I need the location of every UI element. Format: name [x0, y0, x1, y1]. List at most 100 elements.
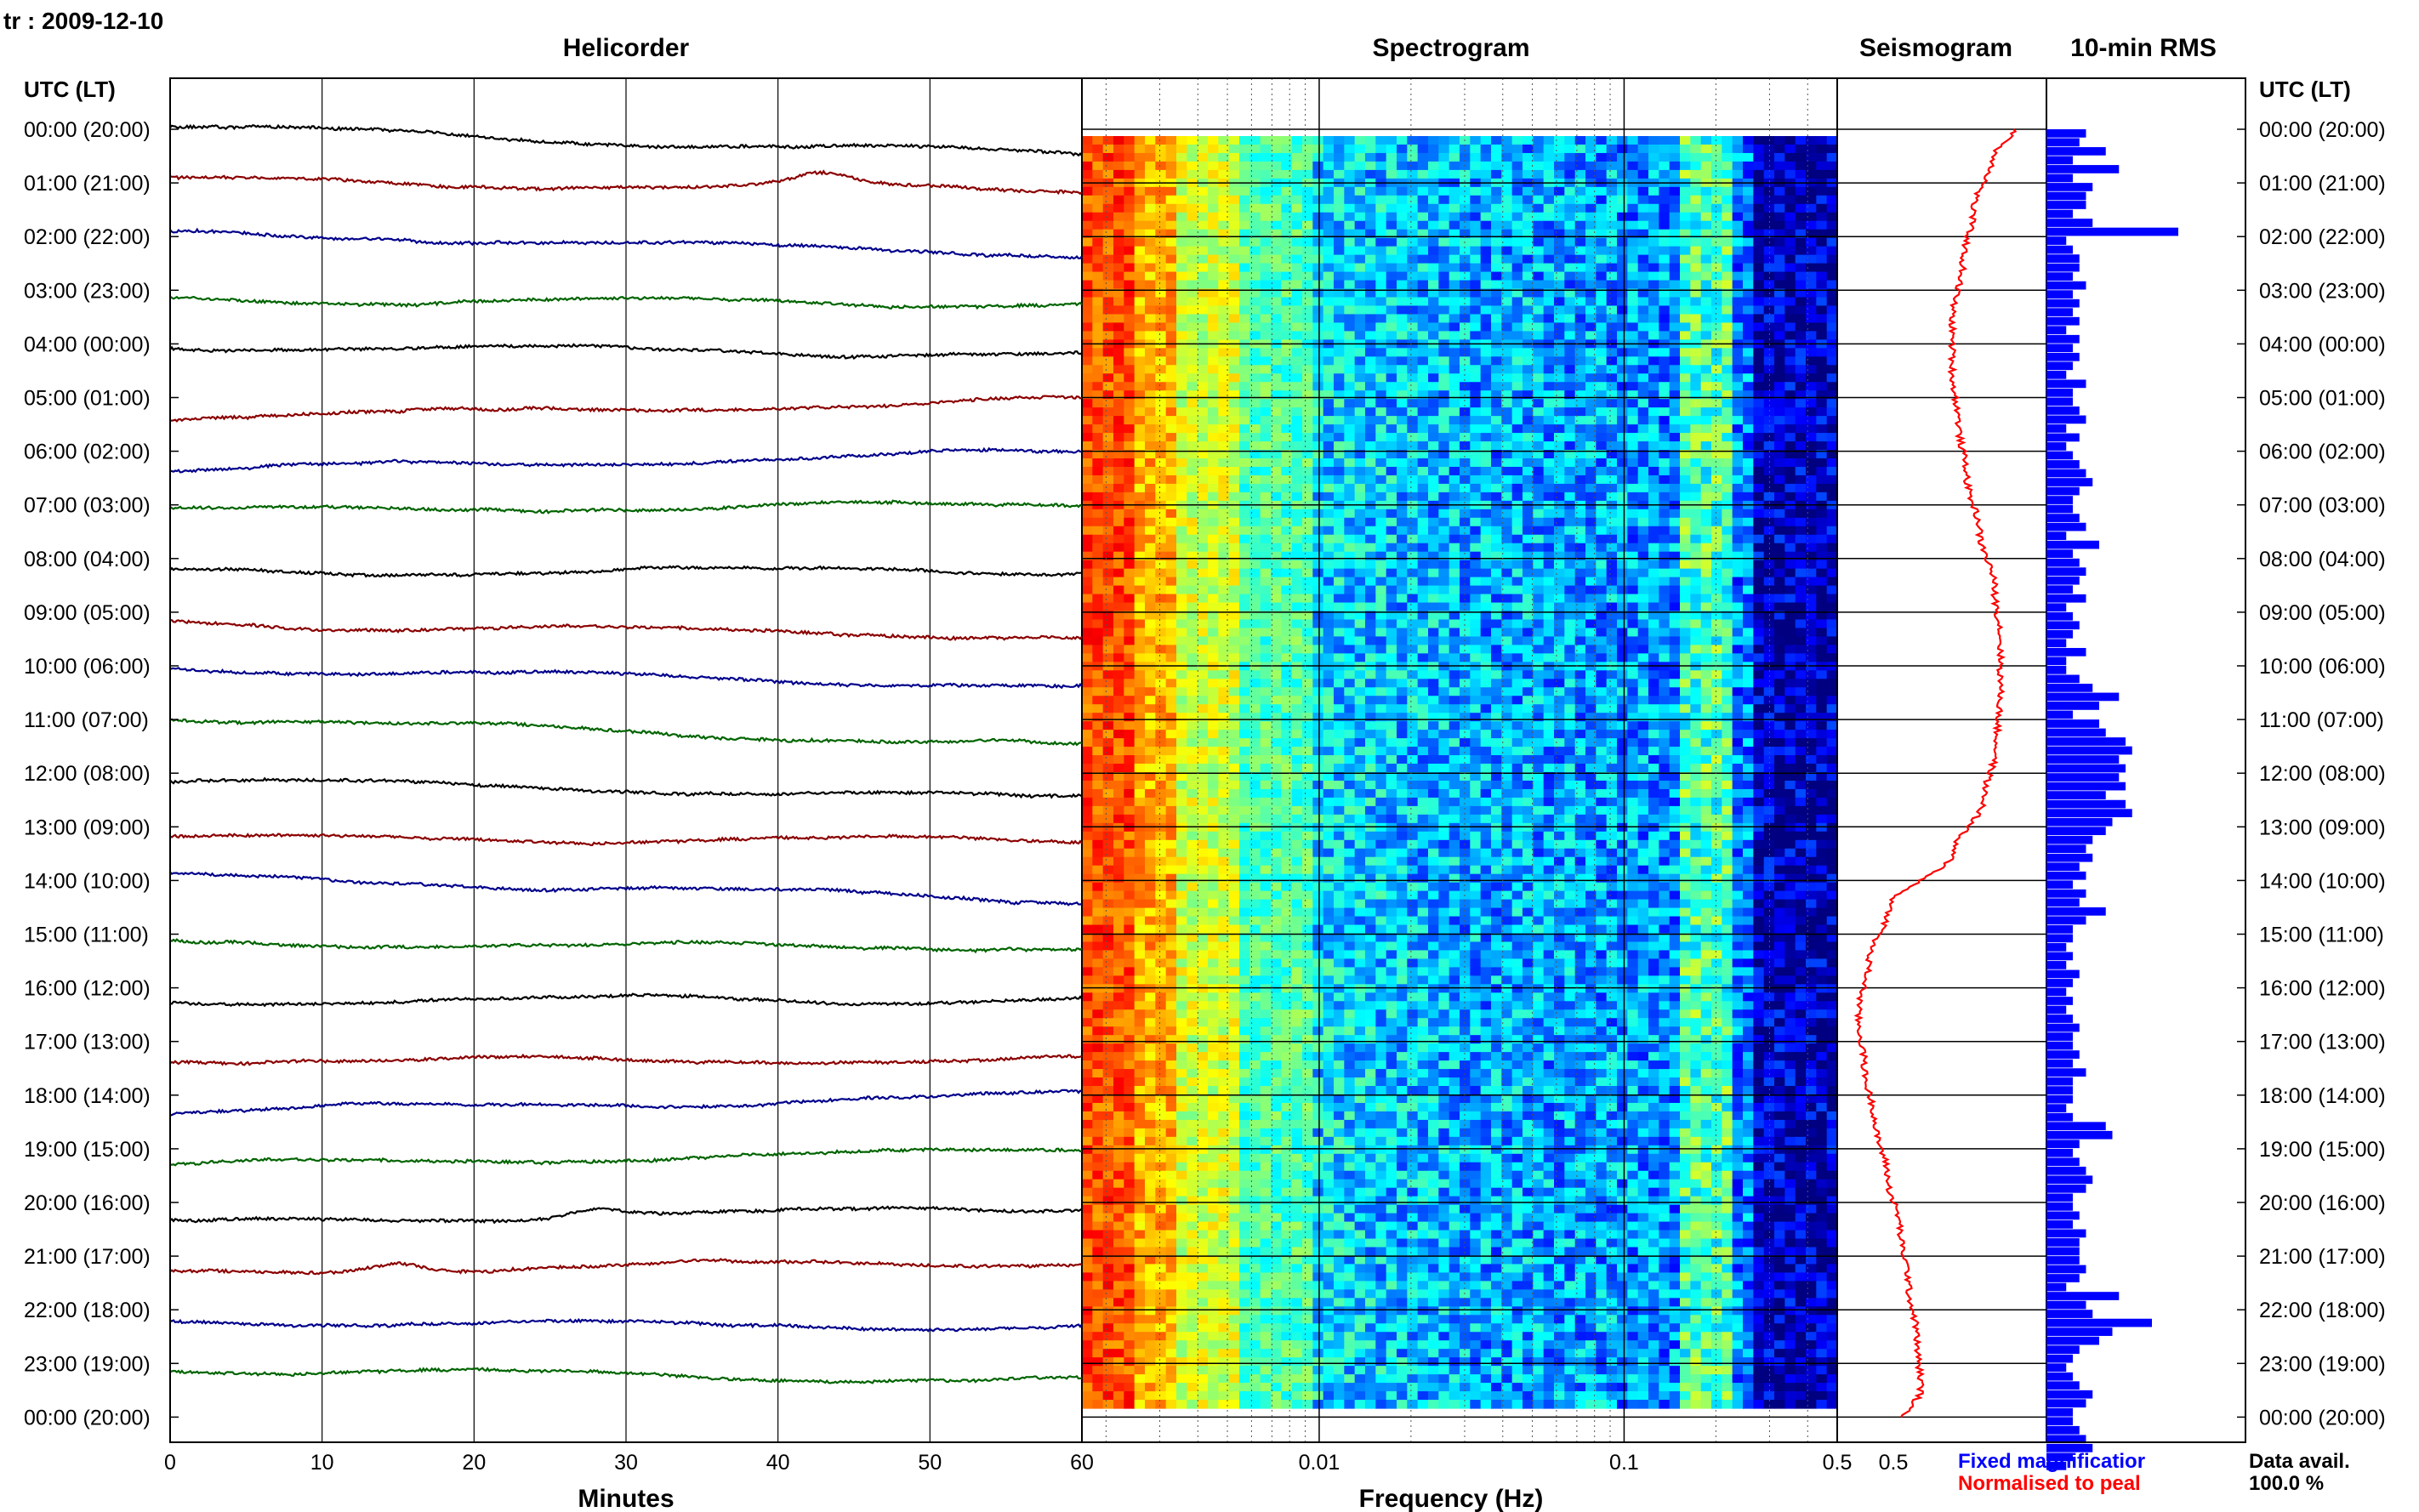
spectrogram-cell	[1585, 161, 1597, 171]
spectrogram-cell	[1375, 433, 1387, 442]
spectrogram-cell	[1124, 534, 1136, 544]
spectrogram-cell	[1344, 483, 1356, 493]
spectrogram-cell	[1365, 382, 1376, 391]
spectrogram-cell	[1417, 475, 1429, 485]
spectrogram-cell	[1438, 161, 1450, 171]
spectrogram-cell	[1795, 161, 1807, 171]
spectrogram-cell	[1617, 713, 1628, 722]
spectrogram-cell	[1449, 433, 1460, 442]
spectrogram-cell	[1659, 594, 1671, 604]
spectrogram-cell	[1523, 152, 1534, 162]
spectrogram-cell	[1249, 543, 1261, 553]
spectrogram-cell	[1795, 594, 1807, 604]
spectrogram-cell	[1523, 526, 1534, 536]
spectrogram-cell	[1690, 271, 1702, 281]
spectrogram-cell	[1491, 704, 1502, 713]
spectrogram-cell	[1743, 271, 1754, 281]
spectrogram-cell	[1617, 577, 1628, 587]
spectrogram-cell	[1113, 543, 1124, 553]
spectrogram-cell	[1533, 433, 1545, 442]
spectrogram-cell	[1637, 475, 1649, 485]
spectrogram-cell	[1407, 577, 1419, 587]
spectrogram-cell	[1397, 136, 1408, 145]
spectrogram-cell	[1711, 407, 1722, 417]
spectrogram-cell	[1637, 670, 1649, 679]
spectrogram-cell	[1722, 263, 1733, 273]
spectrogram-cell	[1417, 543, 1429, 553]
spectrogram-cell	[1680, 509, 1691, 519]
spectrogram-cell	[1732, 254, 1744, 264]
spectrogram-cell	[1312, 602, 1324, 612]
spectrogram-cell	[1375, 144, 1387, 154]
spectrogram-cell	[1637, 152, 1649, 162]
spectrogram-cell	[1826, 568, 1838, 578]
spectrogram-cell	[1533, 679, 1545, 688]
spectrogram-cell	[1312, 280, 1324, 290]
spectrogram-cell	[1260, 475, 1272, 485]
spectrogram-cell	[1700, 526, 1712, 536]
spectrogram-cell	[1449, 152, 1460, 162]
spectrogram-cell	[1763, 483, 1775, 493]
spectrogram-cell	[1690, 203, 1702, 213]
spectrogram-cell	[1113, 348, 1124, 357]
spectrogram-cell	[1774, 356, 1785, 366]
spectrogram-cell	[1354, 458, 1366, 468]
spectrogram-cell	[1365, 526, 1376, 536]
spectrogram-cell	[1344, 679, 1356, 688]
spectrogram-cell	[1700, 628, 1712, 638]
spectrogram-cell	[1564, 152, 1576, 162]
spectrogram-cell	[1784, 670, 1796, 679]
spectrogram-cell	[1470, 416, 1482, 425]
spectrogram-cell	[1102, 441, 1114, 451]
spectrogram-cell	[1386, 433, 1397, 442]
spectrogram-cell	[1386, 679, 1397, 688]
spectrogram-cell	[1092, 433, 1104, 442]
spectrogram-cell	[1711, 195, 1722, 205]
spectrogram-cell	[1470, 203, 1482, 213]
spectrogram-cell	[1806, 628, 1817, 638]
spectrogram-cell	[1700, 152, 1712, 162]
spectrogram-cell	[1239, 466, 1250, 476]
spectrogram-cell	[1784, 169, 1796, 179]
spectrogram-cell	[1564, 670, 1576, 679]
spectrogram-cell	[1228, 509, 1240, 519]
spectrogram-cell	[1239, 280, 1250, 290]
spectrogram-cell	[1491, 696, 1502, 705]
spectrogram-cell	[1763, 653, 1775, 662]
spectrogram-cell	[1585, 246, 1597, 256]
spectrogram-cell	[1428, 212, 1439, 222]
spectrogram-cell	[1606, 246, 1618, 256]
spectrogram-cell	[1291, 220, 1303, 230]
spectrogram-cell	[1648, 594, 1659, 604]
spectrogram-cell	[1669, 237, 1681, 247]
spectrogram-cell	[1774, 585, 1785, 595]
spectrogram-cell	[1334, 509, 1345, 519]
spectrogram-cell	[1533, 263, 1545, 273]
spectrogram-cell	[1197, 356, 1209, 366]
spectrogram-cell	[1218, 433, 1230, 442]
spectrogram-cell	[1774, 611, 1785, 621]
spectrogram-cell	[1165, 220, 1177, 230]
spectrogram-cell	[1165, 475, 1177, 485]
spectrogram-cell	[1774, 568, 1785, 578]
spectrogram-cell	[1480, 229, 1492, 239]
spectrogram-cell	[1533, 517, 1545, 527]
spectrogram-cell	[1291, 594, 1303, 604]
spectrogram-cell	[1239, 195, 1250, 205]
spectrogram-cell	[1574, 229, 1586, 239]
spectrogram-cell	[1523, 543, 1534, 553]
spectrogram-cell	[1291, 551, 1303, 561]
spectrogram-cell	[1354, 348, 1366, 357]
spectrogram-cell	[1596, 399, 1608, 408]
spectrogram-cell	[1208, 152, 1219, 162]
spectrogram-cell	[1596, 161, 1608, 171]
spectrogram-cell	[1124, 602, 1136, 612]
spectrogram-cell	[1271, 305, 1282, 315]
spectrogram-cell	[1197, 534, 1209, 544]
spectrogram-cell	[1596, 636, 1608, 645]
spectrogram-cell	[1700, 611, 1712, 621]
spectrogram-cell	[1323, 450, 1335, 459]
spectrogram-cell	[1617, 424, 1628, 434]
spectrogram-cell	[1511, 144, 1523, 154]
spectrogram-cell	[1302, 670, 1313, 679]
